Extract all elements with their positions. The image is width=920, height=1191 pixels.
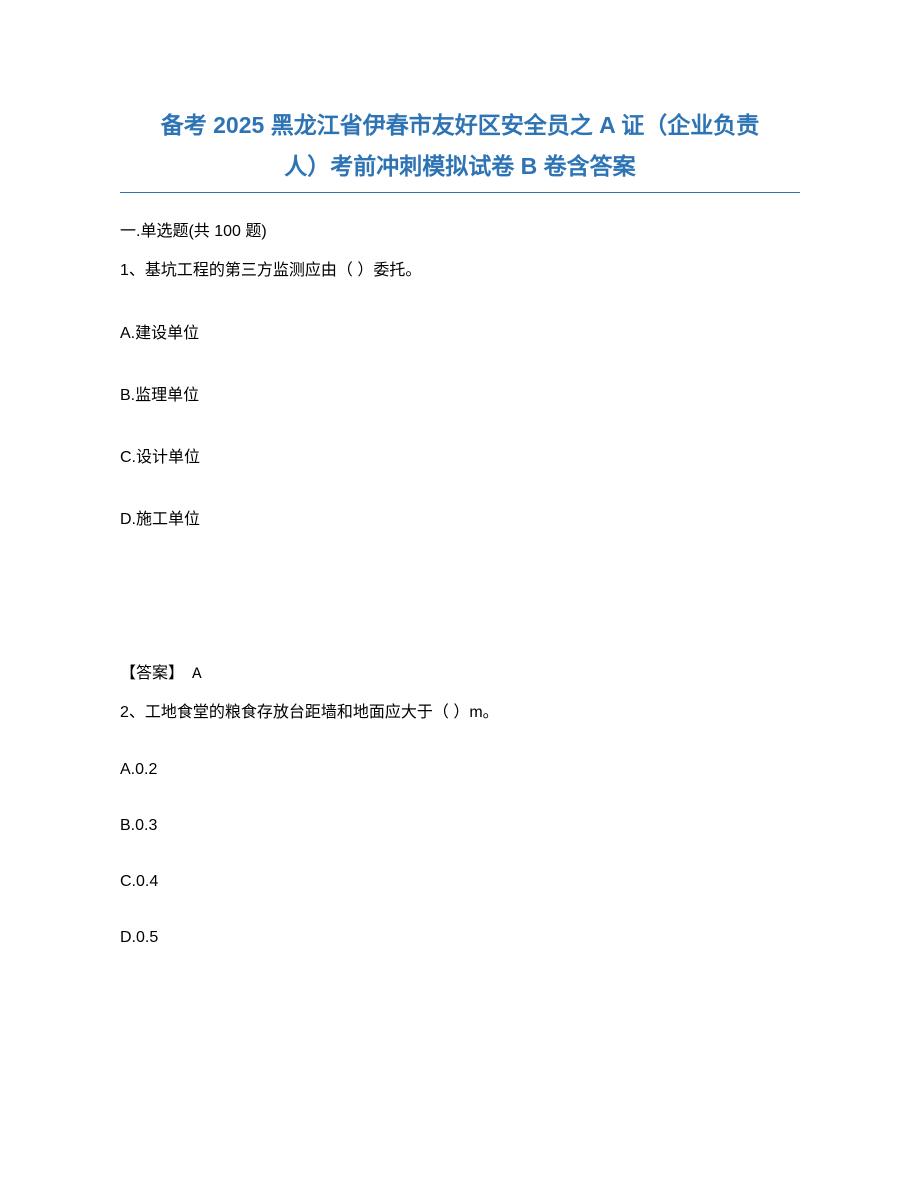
- question-2-option-d: D.0.5: [120, 929, 800, 947]
- question-1-option-c: C.设计单位: [120, 443, 800, 467]
- question-1-option-b: B.监理单位: [120, 381, 800, 405]
- answer-label: 【答案】: [120, 665, 184, 682]
- question-2-option-a: A.0.2: [120, 761, 800, 779]
- question-1-answer: 【答案】 A: [120, 659, 800, 683]
- question-1-stem: 1、基坑工程的第三方监测应由（ ）委托。: [120, 259, 800, 283]
- question-2-option-b: B.0.3: [120, 817, 800, 835]
- question-2-option-c: C.0.4: [120, 873, 800, 891]
- title-line-1: 备考 2025 黑龙江省伊春市友好区安全员之 A 证（企业负责: [161, 112, 759, 138]
- question-1-option-d: D.施工单位: [120, 505, 800, 529]
- question-1-option-a: A.建设单位: [120, 319, 800, 343]
- page-title: 备考 2025 黑龙江省伊春市友好区安全员之 A 证（企业负责 人）考前冲刺模拟…: [120, 105, 800, 188]
- section-header: 一.单选题(共 100 题): [120, 217, 800, 241]
- question-2-stem: 2、工地食堂的粮食存放台距墙和地面应大于（ ）m。: [120, 701, 800, 725]
- title-underline: [120, 192, 800, 193]
- exam-page: 备考 2025 黑龙江省伊春市友好区安全员之 A 证（企业负责 人）考前冲刺模拟…: [0, 0, 920, 1045]
- answer-value: A: [192, 665, 202, 683]
- title-line-2: 人）考前冲刺模拟试卷 B 卷含答案: [284, 153, 635, 179]
